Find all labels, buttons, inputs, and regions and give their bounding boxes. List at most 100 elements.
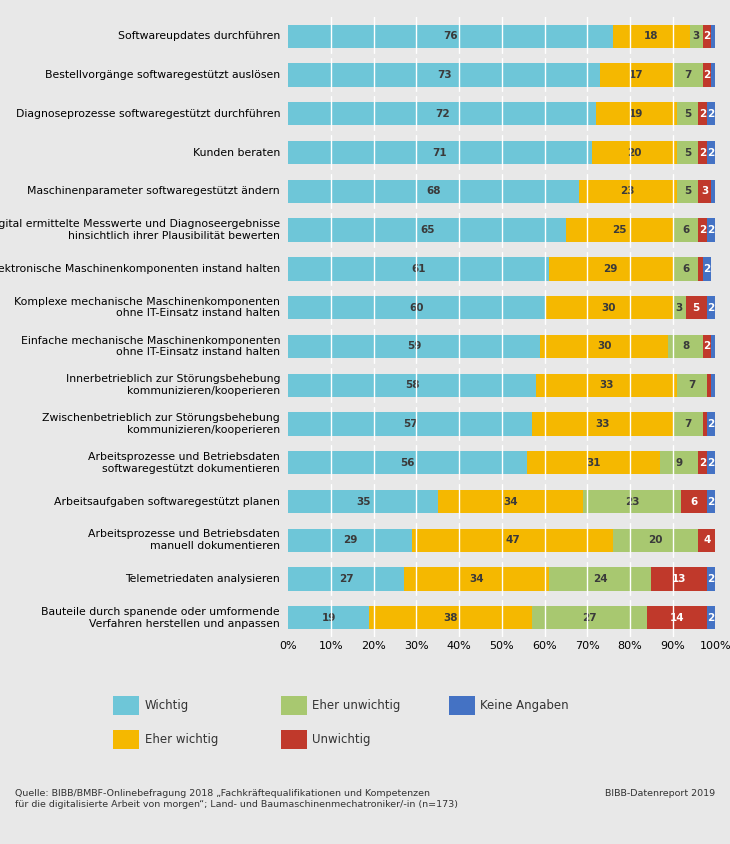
Text: 3: 3 <box>693 31 700 41</box>
Bar <box>690 24 702 48</box>
Text: 2: 2 <box>707 148 715 158</box>
Bar <box>613 528 699 552</box>
Bar <box>540 335 669 358</box>
Bar <box>528 451 660 474</box>
Text: 73: 73 <box>437 70 452 80</box>
Text: 23: 23 <box>620 187 635 197</box>
Bar <box>288 102 596 126</box>
Text: 76: 76 <box>443 31 458 41</box>
Bar <box>288 451 528 474</box>
Bar <box>707 606 715 630</box>
Bar <box>711 24 715 48</box>
Text: 2: 2 <box>707 225 715 235</box>
Text: 19: 19 <box>322 613 336 623</box>
Bar <box>613 24 690 48</box>
Bar <box>549 257 672 280</box>
Text: 6: 6 <box>682 264 689 274</box>
Text: 72: 72 <box>435 109 450 119</box>
Text: BIBB-Datenreport 2019: BIBB-Datenreport 2019 <box>605 789 715 798</box>
Bar <box>404 567 549 591</box>
Text: 27: 27 <box>339 574 353 584</box>
Text: 13: 13 <box>672 574 686 584</box>
Text: 35: 35 <box>356 496 370 506</box>
Bar <box>545 296 672 319</box>
Bar <box>702 335 711 358</box>
Text: 33: 33 <box>595 419 610 429</box>
Text: 20: 20 <box>648 535 663 545</box>
Bar <box>677 102 699 126</box>
Text: 2: 2 <box>707 419 715 429</box>
Text: 34: 34 <box>469 574 483 584</box>
Text: 33: 33 <box>599 380 614 390</box>
Bar <box>672 219 699 241</box>
Text: 2: 2 <box>707 109 715 119</box>
Bar <box>707 567 715 591</box>
Bar <box>707 219 715 241</box>
Text: 3: 3 <box>675 303 683 312</box>
Text: 2: 2 <box>703 264 710 274</box>
Bar <box>288 335 540 358</box>
Bar <box>677 374 707 397</box>
Bar <box>699 257 702 280</box>
Text: 2: 2 <box>707 574 715 584</box>
Bar <box>288 219 566 241</box>
Text: 23: 23 <box>625 496 639 506</box>
Bar <box>288 490 438 513</box>
Text: Keine Angaben: Keine Angaben <box>480 699 569 712</box>
Text: 2: 2 <box>699 457 706 468</box>
Bar <box>591 141 677 165</box>
Text: 7: 7 <box>684 70 691 80</box>
Text: 38: 38 <box>443 613 458 623</box>
Bar <box>288 180 579 203</box>
Bar <box>288 296 545 319</box>
Bar <box>699 528 715 552</box>
Text: 7: 7 <box>688 380 696 390</box>
Text: 17: 17 <box>629 70 644 80</box>
Text: 2: 2 <box>707 496 715 506</box>
Bar <box>677 180 699 203</box>
Bar <box>288 567 404 591</box>
Bar <box>531 413 672 436</box>
Text: 34: 34 <box>503 496 518 506</box>
Bar <box>677 141 699 165</box>
Text: 6: 6 <box>691 496 698 506</box>
Text: 31: 31 <box>586 457 601 468</box>
Bar <box>531 606 647 630</box>
Bar <box>702 413 707 436</box>
Bar <box>412 528 613 552</box>
Bar <box>699 180 711 203</box>
Text: 2: 2 <box>707 457 715 468</box>
Text: 14: 14 <box>669 613 684 623</box>
Bar <box>702 24 711 48</box>
Bar <box>549 567 651 591</box>
Bar <box>707 102 715 126</box>
Text: 5: 5 <box>693 303 700 312</box>
Bar <box>596 102 677 126</box>
Bar <box>288 606 369 630</box>
Bar <box>672 63 702 87</box>
Text: 20: 20 <box>627 148 642 158</box>
Bar <box>707 413 715 436</box>
Text: 5: 5 <box>684 148 691 158</box>
Bar <box>579 180 677 203</box>
Text: 9: 9 <box>675 457 683 468</box>
Text: 25: 25 <box>612 225 626 235</box>
Bar <box>288 528 412 552</box>
Text: 61: 61 <box>411 264 426 274</box>
Text: 2: 2 <box>699 225 706 235</box>
Text: Eher unwichtig: Eher unwichtig <box>312 699 401 712</box>
Text: 2: 2 <box>703 70 710 80</box>
Bar <box>288 63 600 87</box>
Bar <box>685 296 707 319</box>
Bar <box>707 141 715 165</box>
Text: 2: 2 <box>703 31 710 41</box>
Bar <box>438 490 583 513</box>
Bar <box>647 606 707 630</box>
Bar <box>583 490 681 513</box>
Text: 30: 30 <box>597 342 612 351</box>
Text: 56: 56 <box>401 457 415 468</box>
Text: 18: 18 <box>644 31 658 41</box>
Bar <box>536 374 677 397</box>
Text: 5: 5 <box>684 187 691 197</box>
Bar <box>600 63 672 87</box>
